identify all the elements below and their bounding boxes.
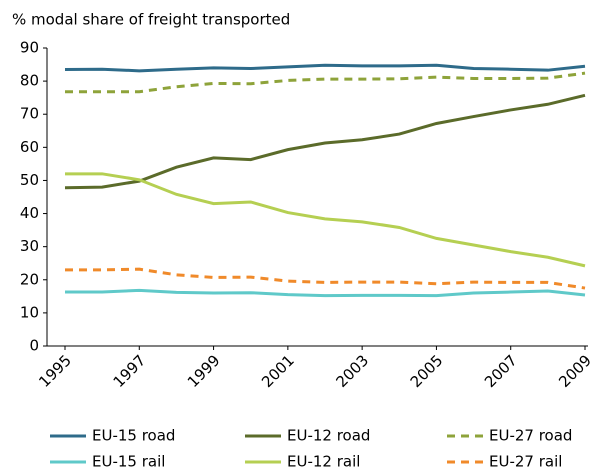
y-tick-label: 20 [20,270,39,288]
legend-label: EU-15 rail [92,453,165,471]
y-tick-label: 40 [20,204,39,222]
x-tick-label: 2007 [481,351,521,391]
y-tick-label: 90 [20,39,39,57]
x-tick-label: 1997 [110,351,150,391]
y-tick-label: 30 [20,237,39,255]
y-tick-label: 80 [20,72,39,90]
series-line [64,63,586,73]
x-tick-label: 1995 [35,351,75,391]
series-line [65,267,586,290]
x-tick-label: 2003 [332,351,372,391]
series-line [65,71,586,94]
legend-label: EU-27 rail [489,453,562,471]
legend-label: EU-15 road [92,427,175,445]
series-line [65,288,586,298]
y-tick-label: 60 [20,138,39,156]
y-tick-label: 50 [20,171,39,189]
legend-label: EU-12 road [287,427,370,445]
y-tick-label: 70 [20,105,39,123]
x-tick-label: 2009 [555,351,595,391]
series-line [65,172,586,268]
chart-title: % modal share of freight transported [12,11,290,29]
x-tick-label: 2005 [407,351,447,391]
y-tick-label: 10 [20,303,39,321]
x-tick-label: 2001 [258,351,298,391]
y-tick-label: 0 [29,337,39,355]
legend-label: EU-27 road [489,427,572,445]
x-tick-label: 1999 [184,351,224,391]
series-line [64,93,586,190]
legend-label: EU-12 rail [287,453,360,471]
